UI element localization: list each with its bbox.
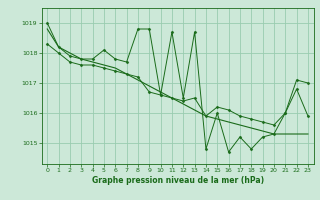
X-axis label: Graphe pression niveau de la mer (hPa): Graphe pression niveau de la mer (hPa) <box>92 176 264 185</box>
